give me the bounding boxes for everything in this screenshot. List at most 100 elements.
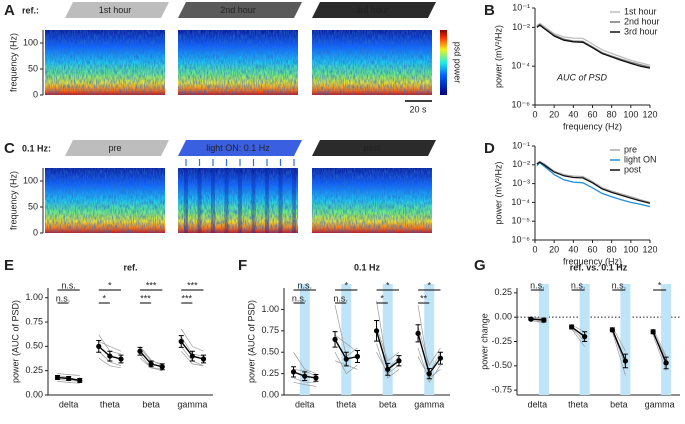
subject-line (98, 357, 122, 369)
subject-line (293, 381, 317, 387)
chart-title: 0.1 Hz (354, 262, 381, 272)
subject-line (139, 346, 163, 367)
spectrogram-noise (312, 30, 432, 95)
segment-banner (65, 140, 169, 156)
significance-label: n.s. (61, 280, 76, 290)
subject-line (98, 341, 122, 352)
series-line (536, 161, 651, 208)
mean-dot (663, 360, 669, 366)
mean-dot (200, 356, 207, 362)
x-tick-label: 60 (587, 109, 597, 119)
significance-label: * (427, 280, 431, 290)
x-axis-label: frequency (Hz) (563, 256, 622, 266)
x-tick-label: 60 (587, 244, 597, 254)
light-stripe (197, 168, 202, 233)
significance-label: *** (182, 293, 193, 303)
significance-label: * (380, 293, 384, 303)
y-tick-label: 0.75 (25, 316, 43, 326)
y-tick-label: 100 (23, 175, 38, 185)
segment-label: 3rd hour (355, 5, 389, 15)
y-tick-label: 0 (33, 227, 38, 237)
light-stripe (238, 168, 242, 233)
significance-label: n.s. (56, 293, 71, 303)
x-tick-label: beta (610, 399, 628, 409)
mean-dot (396, 358, 402, 364)
y-tick-label: 10⁻¹ (512, 2, 530, 12)
y-tick-label: 10⁻⁶ (512, 99, 531, 109)
significance-label: * (108, 280, 112, 290)
y-tick-label: 10⁻⁴ (511, 197, 530, 207)
y-tick-label: 0.00 (25, 389, 43, 399)
legend-label: 1st hour (624, 6, 657, 16)
y-tick-label: 0.00 (261, 389, 279, 399)
mean-dot (148, 361, 154, 367)
mean-dot (541, 317, 547, 323)
light-stripe (184, 168, 188, 233)
y-axis-label: power (mV²/Hz) (493, 25, 503, 88)
y-tick-label: 1.00 (261, 304, 279, 314)
chart-title: ref. (123, 262, 137, 272)
mean-dot (437, 355, 444, 361)
segment-label: pre (108, 143, 121, 153)
subject-line (376, 343, 400, 379)
mean-dot (159, 364, 165, 370)
y-tick-label: 10⁻⁶ (512, 234, 531, 244)
light-stripe (278, 168, 283, 233)
series-line (536, 24, 651, 69)
mean-dot (426, 371, 432, 377)
panel-label: E (4, 257, 14, 274)
subject-line (334, 334, 358, 353)
light-on-shade (299, 284, 310, 395)
y-tick-label: 50 (28, 201, 38, 211)
mean-dot (343, 356, 349, 362)
significance-label: n.s. (612, 280, 627, 290)
x-tick-label: beta (379, 399, 397, 409)
significance-label: * (386, 280, 390, 290)
x-tick-label: 20 (549, 109, 559, 119)
subject-line (417, 347, 441, 384)
x-tick-label: beta (142, 399, 160, 409)
light-on-shade (620, 284, 631, 395)
mean-dot (54, 374, 61, 381)
panel-label: A (4, 2, 15, 19)
mean-dot (189, 353, 195, 359)
significance-label: n.s. (292, 293, 307, 303)
mean-dot (569, 324, 575, 330)
y-tick-label: 0.50 (25, 341, 43, 351)
significance-label: *** (146, 280, 157, 290)
y-tick-label: 10⁻⁴ (511, 61, 530, 71)
x-tick-label: gamma (645, 399, 675, 409)
x-tick-label: 0 (532, 244, 537, 254)
y-tick-label: 1.00 (25, 292, 43, 302)
mean-dot (415, 330, 421, 336)
mean-dot (107, 353, 113, 359)
spectrogram-noise (45, 30, 165, 95)
segment-banner (178, 140, 302, 156)
x-tick-label: delta (295, 399, 315, 409)
segment-banner (312, 2, 436, 18)
mean-dot (385, 366, 391, 372)
x-tick-label: theta (568, 399, 588, 409)
significance-label: * (344, 280, 348, 290)
colorbar (440, 30, 447, 95)
light-stripe (251, 168, 256, 233)
segment-label: light ON: 0.1 Hz (206, 143, 270, 153)
series-line (536, 161, 651, 204)
y-tick-label: -0.25 (491, 336, 512, 346)
mean-dot (313, 375, 319, 381)
y-tick-label: 10⁻² (512, 159, 530, 169)
y-axis-label: power change (479, 313, 489, 370)
significance-label: *** (140, 293, 151, 303)
mean-dot (650, 329, 656, 335)
scalebar-label: 20 s (409, 104, 427, 114)
x-tick-label: 0 (532, 109, 537, 119)
subject-line (571, 327, 585, 342)
x-tick-label: gamma (414, 399, 444, 409)
mean-dot (290, 369, 297, 375)
mean-dot (118, 356, 124, 362)
spectrogram-noise (178, 30, 298, 95)
y-tick-label: 10⁻¹ (512, 140, 530, 150)
panel-label: B (484, 2, 495, 19)
light-stripe (224, 168, 229, 233)
subject-line (293, 377, 316, 383)
